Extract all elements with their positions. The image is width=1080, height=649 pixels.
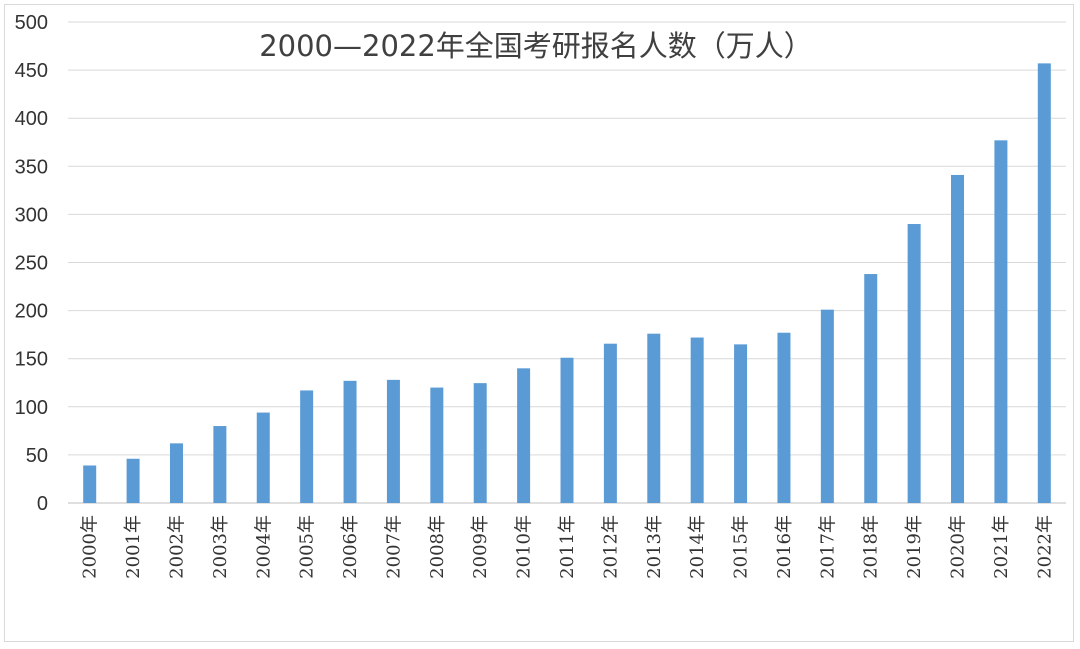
bar: [820, 309, 834, 503]
bar: [690, 337, 704, 503]
x-tick-label: 2001年: [123, 515, 144, 579]
x-tick-label: 2013年: [644, 515, 665, 579]
x-tick-label: 2019年: [904, 515, 925, 579]
y-tick-label: 300: [15, 204, 48, 226]
bar: [994, 140, 1008, 503]
x-tick-label: 2022年: [1034, 515, 1055, 579]
x-tick-label: 2020年: [948, 515, 969, 579]
bar: [777, 332, 791, 503]
bar: [560, 357, 574, 503]
bars: [83, 63, 1051, 504]
bar: [517, 368, 531, 503]
x-tick-label: 2010年: [514, 515, 535, 579]
bar: [473, 383, 487, 503]
x-tick-label: 2005年: [297, 515, 318, 579]
x-tick-label: 2004年: [253, 515, 274, 579]
bar: [83, 465, 97, 503]
y-tick-label: 500: [15, 12, 48, 34]
bar: [864, 274, 878, 503]
x-tick-label: 2003年: [210, 515, 231, 579]
x-tick-label: 2011年: [557, 515, 578, 579]
bar: [256, 412, 270, 503]
x-tick-label: 2015年: [731, 515, 752, 579]
x-tick-label: 2000年: [80, 515, 101, 579]
y-tick-label: 200: [15, 301, 48, 323]
bar: [430, 387, 444, 503]
chart-title: 2000—2022年全国考研报名人数（万人）: [259, 29, 813, 63]
y-tick-label: 350: [15, 156, 48, 178]
y-tick-label: 150: [15, 349, 48, 371]
x-tick-label: 2017年: [817, 515, 838, 579]
bar: [907, 224, 921, 503]
gridlines: [68, 21, 1066, 504]
bar: [647, 333, 661, 503]
bar: [603, 343, 617, 503]
bar: [169, 443, 183, 503]
chart-frame: [4, 4, 1074, 642]
x-tick-label: 2009年: [470, 515, 491, 579]
x-tick-label: 2012年: [600, 515, 621, 579]
x-tick-label: 2016年: [774, 515, 795, 579]
y-tick-label: 450: [15, 60, 48, 82]
x-tick-label: 2006年: [340, 515, 361, 579]
bar: [300, 390, 314, 503]
y-tick-label: 250: [15, 253, 48, 275]
bar: [213, 426, 227, 503]
bar: [126, 458, 140, 503]
y-tick-label: 0: [37, 493, 48, 515]
x-tick-label: 2002年: [166, 515, 187, 579]
bar: [386, 379, 400, 503]
bar: [734, 344, 748, 503]
bar: [1037, 63, 1051, 504]
y-tick-label: 100: [15, 397, 48, 419]
x-tick-label: 2014年: [687, 515, 708, 579]
y-tick-label: 400: [15, 108, 48, 130]
bar: [951, 174, 965, 503]
y-axis: 0 50 100 150 200 250 300 350 400 450 500: [15, 12, 48, 515]
x-tick-label: 2018年: [861, 515, 882, 579]
bar: [343, 380, 357, 503]
y-tick-label: 50: [26, 445, 48, 467]
x-axis: 2000年 2001年 2002年 2003年 2004年 2005年 2006年 2007年…: [80, 515, 1056, 579]
x-tick-label: 2021年: [991, 515, 1012, 579]
x-tick-label: 2007年: [383, 515, 404, 579]
x-tick-label: 2008年: [427, 515, 448, 579]
